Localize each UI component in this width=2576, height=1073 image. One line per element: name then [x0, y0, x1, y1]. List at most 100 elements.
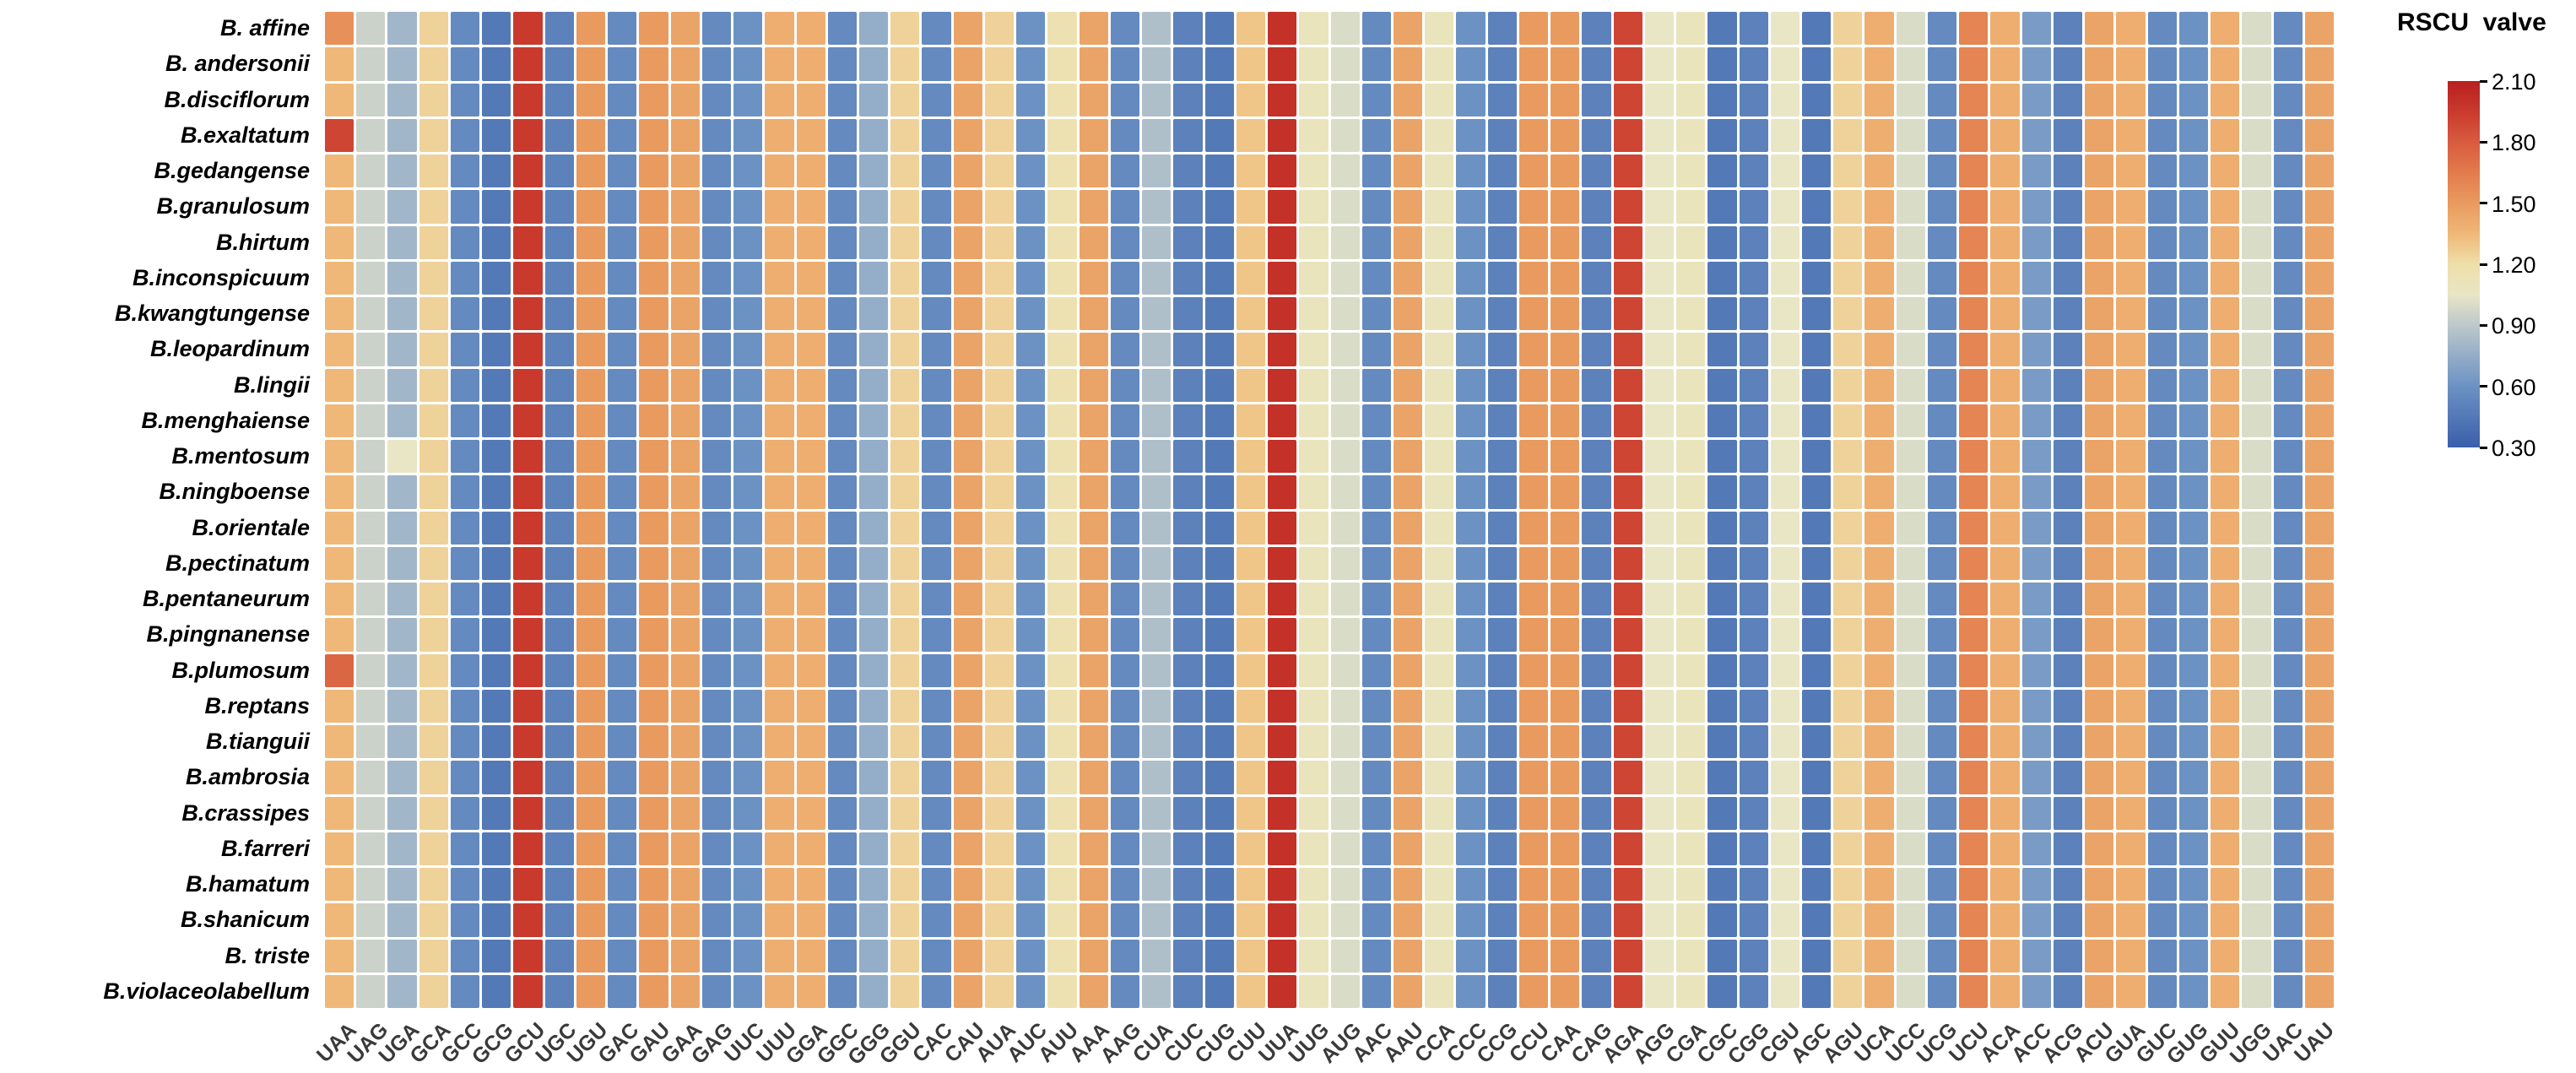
heatmap-cell [2053, 761, 2083, 794]
heatmap-cell [1613, 47, 1642, 81]
heatmap-cell [544, 225, 574, 259]
heatmap-cell [1299, 546, 1329, 580]
heatmap-cell [1582, 868, 1611, 902]
heatmap-cell [2178, 297, 2209, 331]
heatmap-cell [827, 689, 857, 723]
heatmap-cell [922, 725, 951, 759]
heatmap-cell [2304, 368, 2334, 402]
heatmap-cell [2147, 404, 2177, 437]
heatmap-cell [356, 440, 386, 474]
heatmap-cell [984, 546, 1015, 580]
species-label: B.shanicum [180, 907, 310, 933]
heatmap-cell [639, 725, 668, 759]
heatmap-cell [2242, 761, 2271, 794]
heatmap-cell [1739, 725, 1768, 759]
heatmap-cell [639, 903, 668, 937]
heatmap-cell [1393, 618, 1423, 652]
heatmap-cell [1047, 511, 1077, 545]
heatmap-cell [1016, 725, 1046, 759]
heatmap-cell [1047, 83, 1077, 117]
heatmap-cell [2085, 583, 2114, 616]
heatmap-cell [450, 546, 480, 580]
heatmap-cell [1330, 868, 1360, 902]
heatmap-cell [2116, 190, 2146, 224]
heatmap-cell [922, 974, 951, 1008]
heatmap-cell [1770, 12, 1800, 46]
heatmap-cell [325, 47, 354, 81]
heatmap-cell [2116, 333, 2146, 366]
heatmap-cell [1990, 761, 2020, 794]
heatmap-cell [1110, 368, 1140, 402]
heatmap-cell [2242, 47, 2271, 81]
heatmap-cell [1299, 832, 1329, 865]
heatmap-cell [1047, 190, 1077, 224]
heatmap-cell [1770, 404, 1800, 437]
heatmap-cell [1864, 796, 1894, 830]
heatmap-cell [1864, 368, 1894, 402]
heatmap-cell [1739, 475, 1768, 509]
heatmap-cell [513, 974, 543, 1008]
heatmap-cell [796, 725, 825, 759]
heatmap-cell [576, 511, 606, 545]
heatmap-cell [419, 511, 448, 545]
heatmap-cell [1425, 190, 1454, 224]
heatmap-cell [1802, 83, 1832, 117]
codon-label: GCA [405, 1018, 456, 1069]
heatmap-cell [1927, 368, 1957, 402]
heatmap-cell [2211, 475, 2240, 509]
heatmap-cell [544, 12, 574, 46]
heatmap-cell [1644, 225, 1675, 259]
heatmap-cell [1016, 796, 1046, 830]
heatmap-cell [701, 225, 732, 259]
heatmap-cell [482, 939, 511, 973]
heatmap-cell [1770, 725, 1800, 759]
heatmap-cell [922, 118, 951, 152]
heatmap-cell [2085, 903, 2114, 937]
heatmap-cell [1550, 832, 1580, 865]
heatmap-cell [733, 653, 763, 687]
heatmap-cell [1707, 689, 1737, 723]
heatmap-cell [2211, 154, 2240, 188]
heatmap-cell [2116, 832, 2146, 865]
heatmap-cell [1770, 154, 1800, 188]
heatmap-cell [2053, 974, 2083, 1008]
heatmap-cell [1236, 333, 1266, 366]
heatmap-cell [387, 12, 417, 46]
heatmap-cell [544, 689, 574, 723]
heatmap-cell [1393, 404, 1423, 437]
legend-tick-label: 0.30 [2492, 436, 2536, 461]
heatmap-cell [1896, 154, 1925, 188]
heatmap-cell [1927, 618, 1957, 652]
heatmap-cell [1802, 618, 1832, 652]
heatmap-cell [608, 689, 637, 723]
heatmap-cell [450, 297, 480, 331]
heatmap-cell [1864, 903, 1894, 937]
heatmap-cell [356, 974, 386, 1008]
heatmap-cell [1361, 12, 1391, 46]
heatmap-cell [2178, 190, 2209, 224]
codon-label: AAG [1096, 1018, 1146, 1069]
heatmap-cell [1016, 368, 1046, 402]
heatmap-cell [2304, 903, 2334, 937]
heatmap-cell [1142, 689, 1172, 723]
heatmap-cell [827, 297, 857, 331]
heatmap-cell [827, 903, 857, 937]
heatmap-cell [450, 12, 480, 46]
heatmap-cell [890, 225, 920, 259]
heatmap-cell [1550, 939, 1580, 973]
heatmap-cell [733, 974, 763, 1008]
heatmap-cell [890, 903, 920, 937]
heatmap-cell [733, 511, 763, 545]
heatmap-cell [984, 368, 1015, 402]
heatmap-cell [1487, 761, 1517, 794]
heatmap-cell [2304, 511, 2334, 545]
heatmap-cell [1990, 546, 2020, 580]
heatmap-cell [1487, 404, 1517, 437]
heatmap-cell [1236, 47, 1266, 81]
heatmap-cell [450, 83, 480, 117]
heatmap-cell [1927, 225, 1957, 259]
heatmap-cell [765, 118, 794, 152]
heatmap-cell [1268, 440, 1297, 474]
heatmap-cell [1142, 475, 1172, 509]
heatmap-cell [890, 154, 920, 188]
